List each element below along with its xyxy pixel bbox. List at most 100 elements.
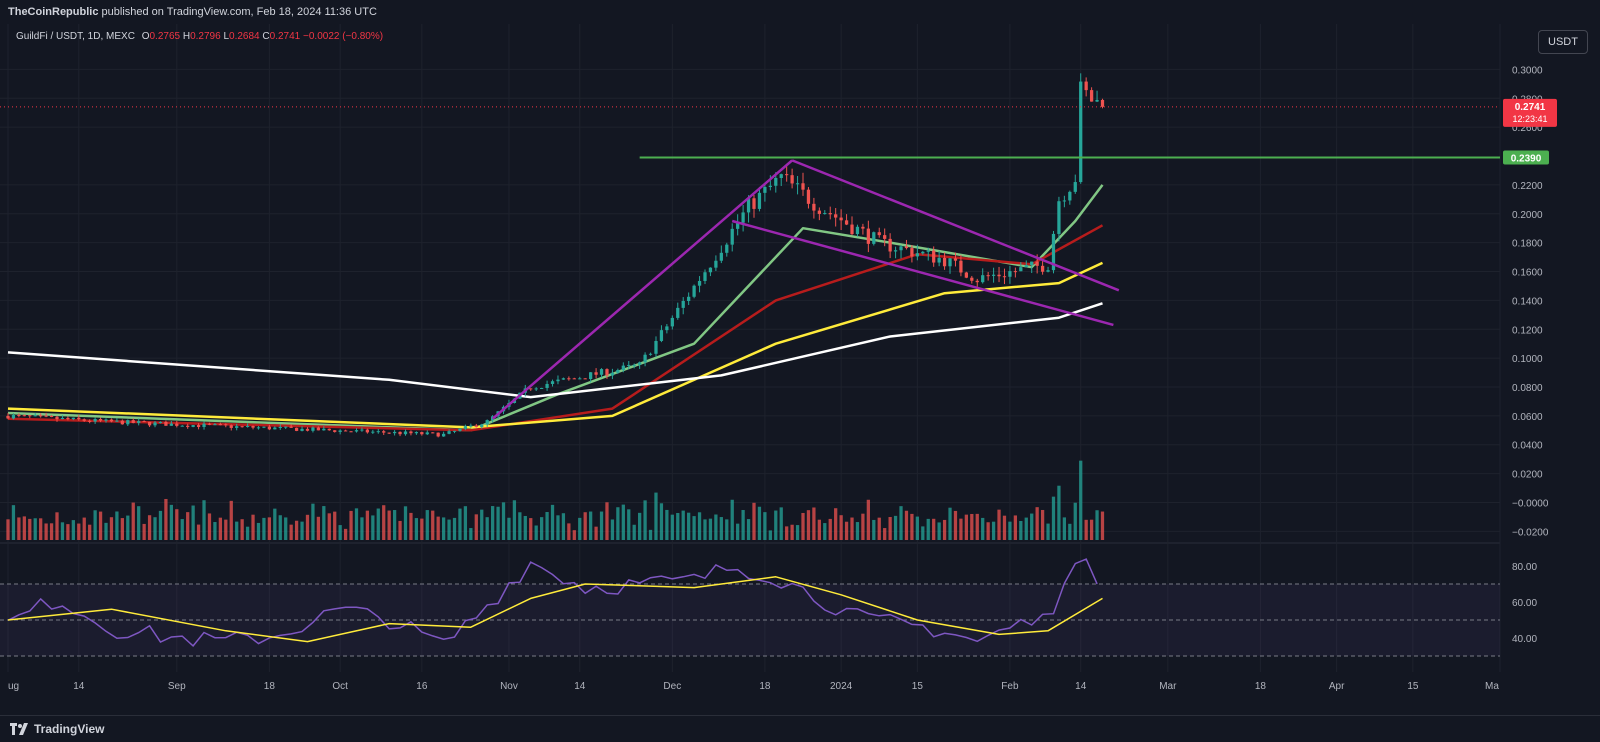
volume-bar [795,525,800,540]
candle-body [1013,271,1018,273]
volume-bar [360,517,364,540]
volume-bar [474,514,478,540]
volume-bar [703,519,707,540]
candle-body [719,252,723,261]
pattern-trendline [791,159,1120,292]
candle-body [621,365,625,370]
candle-body [594,372,598,375]
candle-body [414,432,419,434]
rsi-line [7,558,1098,647]
currency-button[interactable]: USDT [1538,30,1588,54]
volume-bar [828,518,832,540]
candle-body [948,258,952,267]
candle-body [692,285,696,297]
candle-body [235,426,239,428]
volume-bar [267,517,272,540]
volume-bar [311,503,315,540]
volume-bar [218,517,222,540]
price-tick-label: 0.0400 [1512,441,1543,452]
volume-bar [463,506,468,540]
volume-bar [583,512,587,540]
candle-body [627,364,631,366]
candle-body [115,420,119,422]
close-value: 0.2741 [269,31,301,42]
volume-bar [431,510,435,540]
time-tick-label: Ma [1485,681,1499,692]
volume-bar [414,518,419,540]
volume-bar [1068,523,1072,540]
volume-bar [529,518,533,540]
candle-body [872,232,876,244]
time-tick-label: Feb [1001,681,1019,692]
candle-body [567,378,571,380]
volume-bar [561,513,566,540]
candle-body [583,378,587,380]
volume-bar [1079,460,1083,540]
time-tick-label: 18 [759,681,771,692]
candle-body [741,212,745,223]
price-tick-label: 0.0800 [1512,383,1543,394]
rsi-tick-label: 40.00 [1512,634,1537,645]
volume-bar [736,523,740,540]
candle-body [670,317,674,327]
candle-body [785,174,789,176]
volume-bar [420,518,424,540]
volume-bar [175,509,179,540]
candle-body [768,185,772,187]
volume-bar [164,498,168,540]
candle-body [991,274,996,276]
candle-body [213,424,217,426]
candle-body [883,235,887,239]
high-label: H [182,31,191,42]
volume-bar [883,528,887,540]
volume-bar [1019,520,1023,540]
candle-body [1046,270,1050,272]
volume-bar [959,518,963,540]
volume-bar [469,528,473,540]
volume-bar [333,511,337,540]
candle-body [556,379,560,382]
volume-bar [872,519,876,540]
volume-bar [11,505,16,540]
volume-bar [425,510,429,540]
candle-body [147,421,152,426]
volume-bar [991,521,996,540]
volume-bar [1062,517,1067,540]
candle-body [44,415,48,417]
volume-bar [39,518,43,540]
candle-body [33,415,37,417]
volume-bar [719,517,723,540]
volume-bar [670,514,674,540]
volume-bar [289,524,293,540]
volume-bar [327,513,331,540]
price-tick-label: −0.0200 [1512,527,1549,538]
volume-bar [572,530,576,540]
candle-body [893,250,898,252]
candle-body [164,421,168,426]
volume-bar [975,513,979,540]
volume-bar [235,521,239,540]
volume-bar [278,515,282,540]
volume-bar [659,503,664,540]
candle-body [251,425,255,428]
volume-bar [866,499,870,540]
volume-bar [523,515,527,540]
rsi-ma-line [7,576,1103,643]
volume-bar [322,506,326,540]
candle-body [300,428,304,431]
candle-body [169,423,173,426]
volume-bar [131,502,135,540]
price-tick-label: 0.2600 [1512,123,1543,134]
candle-body [420,432,424,435]
candle-body [1079,81,1083,183]
candle-body [71,417,75,420]
volume-bar [66,524,70,540]
chart-area[interactable]: 0.30000.28000.26000.22000.20000.18000.16… [0,0,1600,715]
price-axis: 0.30000.28000.26000.22000.20000.18000.16… [1512,65,1549,645]
volume-bar [409,512,413,540]
time-tick-label: 2024 [830,681,853,692]
candle-body [39,415,43,417]
candle-body [294,427,299,431]
candle-body [1040,265,1045,272]
